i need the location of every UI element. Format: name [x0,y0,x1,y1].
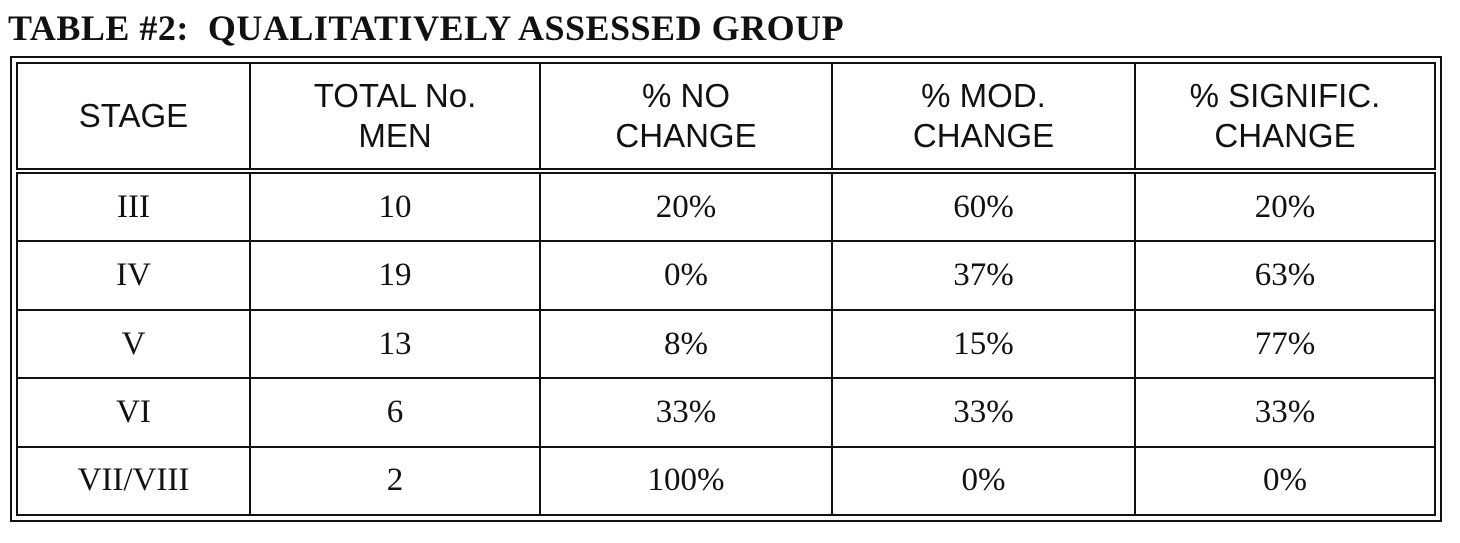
header-row: STAGE TOTAL No. MEN % NO CHANGE % MOD. C… [16,62,1436,174]
header-mod-change: % MOD. CHANGE [831,62,1136,174]
header-signific-change-line1: % SIGNIFIC. [1189,77,1381,114]
data-table: STAGE TOTAL No. MEN % NO CHANGE % MOD. C… [16,62,1436,517]
table-row: VI 6 33% 33% 33% [16,377,1436,448]
cell-no-change: 8% [539,308,833,380]
cell-mod-change: 15% [831,308,1136,380]
cell-mod-change: 37% [831,240,1136,311]
cell-stage: V [16,308,251,380]
header-stage-line1: STAGE [78,97,189,134]
cell-signific-change: 77% [1134,308,1436,380]
header-total-men-line2: MEN [358,117,432,154]
cell-signific-change: 63% [1134,240,1436,311]
cell-no-change: 0% [539,240,833,311]
header-no-change-line1: % NO [641,77,730,114]
cell-signific-change: 33% [1134,377,1436,448]
cell-no-change: 20% [539,169,833,243]
header-total-men-line1: TOTAL No. [313,77,477,114]
header-no-change-line2: CHANGE [615,117,757,154]
header-mod-change-line1: % MOD. [921,77,1046,114]
header-total-men: TOTAL No. MEN [249,62,541,174]
header-signific-change: % SIGNIFIC. CHANGE [1134,62,1436,174]
cell-stage: VII/VIII [16,445,251,517]
cell-total-men: 6 [249,377,541,448]
table-row: V 13 8% 15% 77% [16,308,1436,380]
cell-mod-change: 33% [831,377,1136,448]
cell-no-change: 100% [539,445,833,517]
header-stage: STAGE [16,62,251,174]
cell-total-men: 2 [249,445,541,517]
cell-stage: IV [16,240,251,311]
header-signific-change-line2: CHANGE [1214,117,1356,154]
header-mod-change-line2: CHANGE [912,117,1055,154]
cell-signific-change: 20% [1134,169,1436,243]
cell-no-change: 33% [539,377,833,448]
table-row: VII/VIII 2 100% 0% 0% [16,445,1436,517]
header-no-change: % NO CHANGE [539,62,833,174]
cell-total-men: 13 [249,308,541,380]
table-frame: STAGE TOTAL No. MEN % NO CHANGE % MOD. C… [10,56,1442,522]
cell-total-men: 10 [249,169,541,243]
cell-signific-change: 0% [1134,445,1436,517]
cell-stage: III [16,169,251,243]
table-title: TABLE #2: QUALITATIVELY ASSESSED GROUP [8,8,845,48]
cell-total-men: 19 [249,240,541,311]
table-row: III 10 20% 60% 20% [16,169,1436,243]
cell-mod-change: 0% [831,445,1136,517]
cell-stage: VI [16,377,251,448]
table-row: IV 19 0% 37% 63% [16,240,1436,311]
cell-mod-change: 60% [831,169,1136,243]
